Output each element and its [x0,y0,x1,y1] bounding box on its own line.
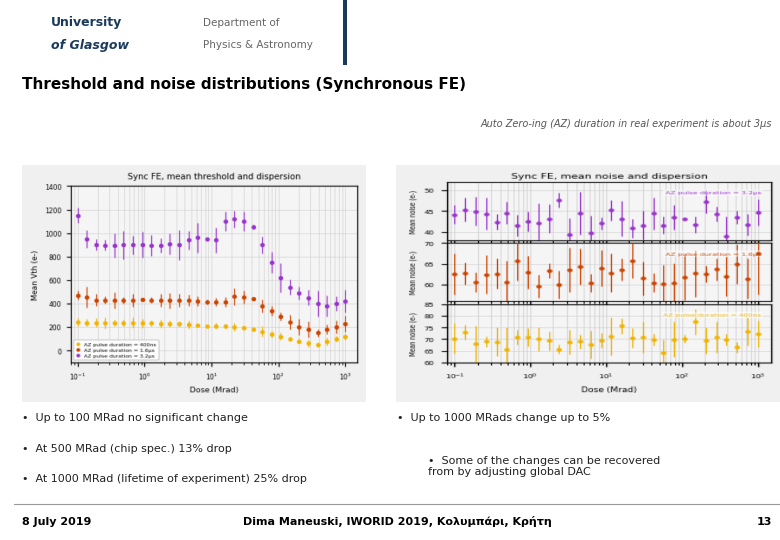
Text: •  Up to 1000 MRads change up to 5%: • Up to 1000 MRads change up to 5% [397,413,610,423]
Text: Physics & Astronomy: Physics & Astronomy [203,40,313,50]
Text: •  At 500 MRad (chip spec.) 13% drop: • At 500 MRad (chip spec.) 13% drop [22,444,232,454]
Text: of Glasgow: of Glasgow [51,39,129,52]
Text: Department of: Department of [203,18,279,28]
Text: Threshold and noise distributions (Synchronous FE): Threshold and noise distributions (Synch… [22,77,466,92]
Text: Auto Zero-ing (AZ) duration in real experiment is about 3μs: Auto Zero-ing (AZ) duration in real expe… [480,119,772,129]
Text: •  Some of the changes can be recovered
from by adjusting global DAC: • Some of the changes can be recovered f… [427,456,660,477]
Text: University: University [51,16,122,29]
Bar [343,0,347,65]
Text: •  At 1000 MRad (lifetime of experiment) 25% drop: • At 1000 MRad (lifetime of experiment) … [22,474,307,484]
Text: •  Up to 100 MRad no significant change: • Up to 100 MRad no significant change [22,413,247,423]
Text: 8 July 2019: 8 July 2019 [22,517,91,527]
Text: Dima Maneuski, IWORID 2019, Κολυμπάρι, Κρήτη: Dima Maneuski, IWORID 2019, Κολυμπάρι, Κ… [243,516,551,527]
Text: 13: 13 [757,517,772,527]
Text: RD53A measurements: RD53A measurements [446,22,724,43]
